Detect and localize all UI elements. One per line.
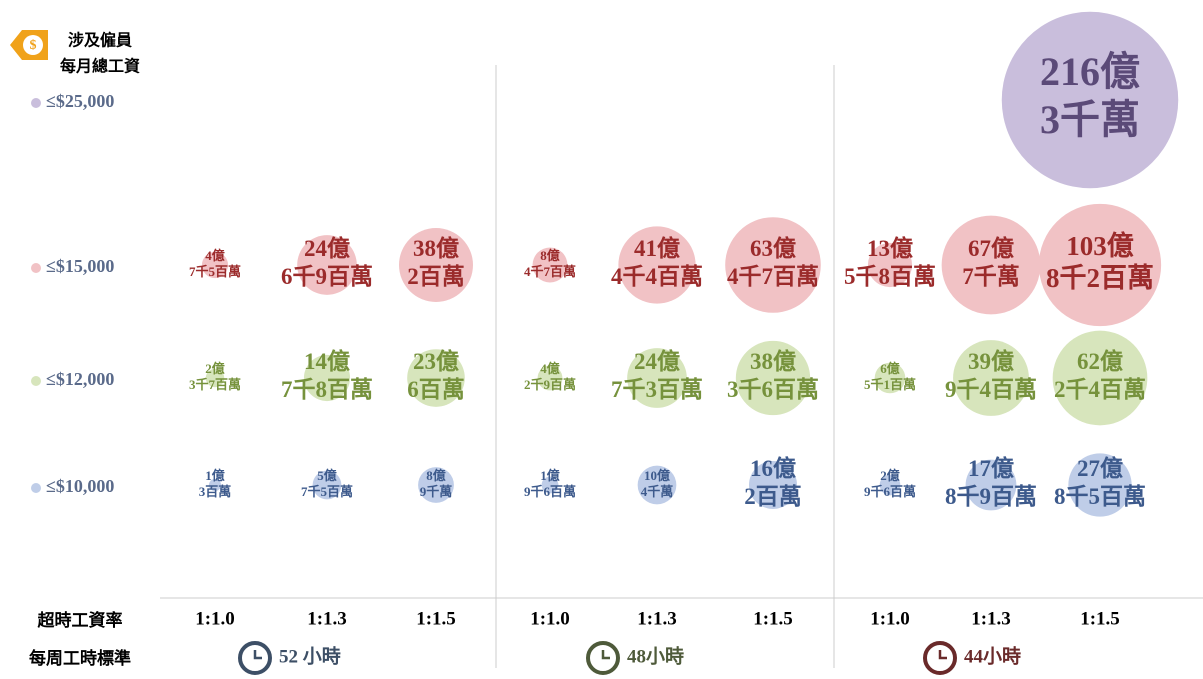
data-label: 27億 8千5百萬 [1054,455,1146,509]
group-label: 44小時 [964,645,1021,667]
legend-dot [31,263,41,273]
data-label: 216億 3千萬 [1040,49,1140,142]
bubble [627,348,687,408]
data-label: 10億 4千萬 [641,468,674,499]
bubble [725,217,821,313]
clock-icon [586,641,620,675]
bubble [407,349,465,407]
data-label: 23億 6百萬 [407,348,465,402]
group-label: 48小時 [627,645,684,667]
bubble [953,340,1029,416]
row-label: 每周工時標準 [29,648,131,668]
data-label: 4億 2千9百萬 [524,361,576,392]
data-label: 8億 4千7百萬 [524,248,576,279]
legend-dot [31,98,41,108]
data-label: 1億 3百萬 [199,468,232,499]
legend-dot [31,483,41,493]
bubble [399,228,473,302]
bubble [874,362,906,394]
bubble [1038,203,1162,327]
x-tick-label: 1:1.3 [637,608,677,629]
legend-title: 涉及僱員 [68,31,132,50]
data-label: 62億 2千4百萬 [1054,348,1146,402]
legend-label: ≤$12,000 [46,369,114,389]
data-label: 63億 4千7百萬 [727,235,819,289]
x-tick-label: 1:1.0 [870,608,910,629]
data-label: 2億 9千6百萬 [864,468,916,499]
svg-text:$: $ [30,38,37,53]
x-tick-label: 1:1.5 [753,608,793,629]
bubble [637,465,677,505]
data-label: 5億 7千5百萬 [301,468,353,499]
data-label: 17億 8千9百萬 [945,455,1037,509]
data-label: 38億 3千6百萬 [727,348,819,402]
clock-hands [253,650,262,660]
data-label: 41億 4千4百萬 [611,235,703,289]
data-label: 1億 9千6百萬 [524,468,576,499]
bubble [1001,11,1179,189]
bubble [879,474,901,496]
clock-hands [938,650,947,660]
bubble [941,215,1041,315]
legend-title: 每月總工資 [60,57,140,76]
x-tick-label: 1:1.5 [416,608,456,629]
bubble [205,368,225,388]
data-label: 24億 7千3百萬 [611,348,703,402]
x-tick-label: 1:1.3 [971,608,1011,629]
legend-icon: $ [10,30,48,60]
bubble [532,247,568,283]
bubble [537,365,563,391]
bubble [1068,453,1132,517]
row-label: 超時工資率 [38,610,123,630]
bubble [618,226,696,304]
bubble [297,235,357,295]
group-label: 52 小時 [279,645,341,667]
bubble [541,476,559,494]
data-label: 67億 7千萬 [962,235,1020,289]
clock-hands [601,650,610,660]
data-label: 16億 2百萬 [744,455,802,509]
data-label: 103億 8千2百萬 [1046,231,1154,293]
clock-icon [238,641,272,675]
data-label: 4億 7千5百萬 [189,248,241,279]
bubble [867,242,913,288]
bubble [201,251,229,279]
data-label: 14億 7千8百萬 [281,348,373,402]
data-label: 24億 6千9百萬 [281,235,373,289]
x-tick-label: 1:1.5 [1080,608,1120,629]
legend-label: ≤$25,000 [46,91,114,111]
clock-icon [923,641,957,675]
data-label: 2億 3千7百萬 [189,361,241,392]
data-label: 13億 5千8百萬 [844,235,936,289]
data-label: 6億 5千1百萬 [864,361,916,392]
data-label: 38億 2百萬 [407,235,465,289]
bubble [735,340,811,416]
legend-label: ≤$10,000 [46,476,114,496]
bubble [312,470,342,500]
bubble [303,354,351,402]
legend-label: ≤$15,000 [46,256,114,276]
bubble [208,478,222,492]
data-label: 39億 9千4百萬 [945,348,1037,402]
data-label: 8億 9千萬 [420,468,453,499]
bubble [418,467,454,503]
bubble [965,459,1017,511]
legend-dot [31,376,41,386]
x-tick-label: 1:1.3 [307,608,347,629]
bubble [1052,330,1148,426]
x-tick-label: 1:1.0 [530,608,570,629]
bubble [748,460,798,510]
x-tick-label: 1:1.0 [195,608,235,629]
